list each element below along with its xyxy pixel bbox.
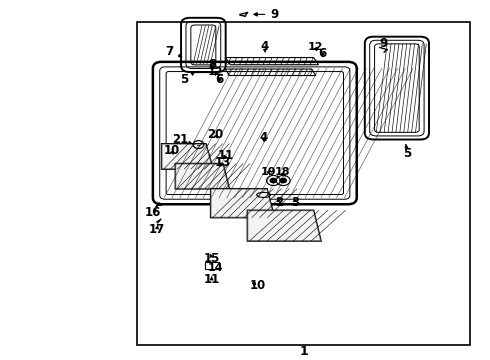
Text: 11: 11 [217,149,234,162]
Polygon shape [175,163,229,189]
Text: 8: 8 [208,58,216,71]
Text: 18: 18 [275,167,291,177]
Text: 7: 7 [165,45,182,58]
Text: 14: 14 [208,263,223,273]
Text: 17: 17 [148,223,165,236]
Polygon shape [211,189,274,217]
Text: 20: 20 [207,129,224,141]
Text: 10: 10 [163,144,180,157]
Text: 6: 6 [216,73,223,86]
Text: 10: 10 [250,279,267,292]
Text: 12: 12 [307,42,323,53]
Polygon shape [162,144,213,169]
Text: 1: 1 [299,345,308,358]
Polygon shape [175,163,229,189]
Polygon shape [247,210,321,241]
Text: 21: 21 [172,133,192,146]
Text: 2: 2 [275,196,283,209]
Text: 12: 12 [208,67,223,77]
Polygon shape [162,144,213,169]
Bar [137,22,470,345]
Text: 5: 5 [404,144,412,161]
Text: 15: 15 [203,252,220,265]
Text: 19: 19 [261,167,276,177]
Text: 11: 11 [203,273,220,286]
Text: 16: 16 [145,206,162,219]
Text: 4: 4 [261,40,269,53]
Text: 9: 9 [379,37,387,50]
Text: 6: 6 [318,48,326,60]
Circle shape [279,177,287,183]
Polygon shape [247,210,321,241]
Text: 3: 3 [291,196,299,209]
Text: 9: 9 [254,8,278,21]
Text: 13: 13 [215,156,231,170]
Circle shape [270,177,277,183]
Text: 4: 4 [260,131,268,144]
Polygon shape [211,189,274,217]
Text: 5: 5 [180,73,194,86]
Bar [205,262,219,269]
